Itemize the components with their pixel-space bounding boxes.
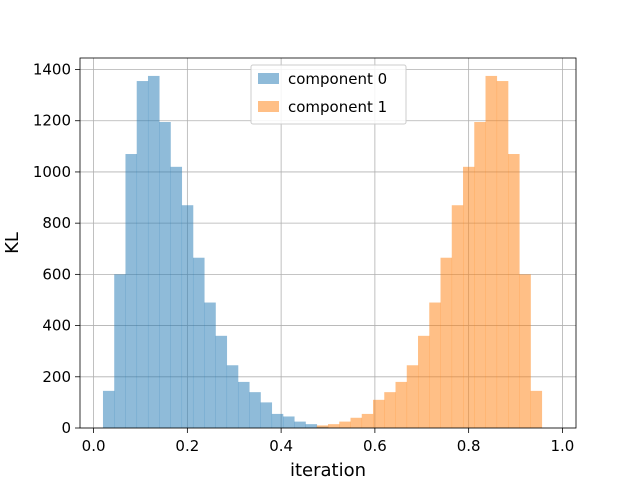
histogram-bar [418,335,430,428]
x-axis-label: iteration [290,460,366,480]
histogram-bar [249,392,261,428]
histogram-bar [530,390,543,428]
y-tick-label: 1200 [33,112,71,130]
axes-spines [79,57,577,429]
y-axis-label: KL [2,232,23,254]
axis-ticks: 0.0 0.2 0.4 0.6 0.8 1.0 0 200 400 600 800 1000 1200 1… [33,61,575,455]
histogram-bar [192,257,205,428]
histogram-bar [215,335,228,428]
x-tick-label: 1.0 [550,437,574,455]
histogram-bar [136,81,149,428]
y-tick-label: 400 [42,317,71,335]
histogram-bar [316,425,329,428]
histogram-bar [440,257,453,428]
histogram-bar [282,416,295,428]
histogram-bar [102,390,115,428]
legend-label-component-0: component 0 [288,70,387,88]
histogram-bar [429,302,441,428]
axes-frame [79,57,577,429]
histogram-bar [339,421,351,428]
histogram-bar [159,122,171,428]
y-tick-label: 600 [42,265,71,283]
histogram-bar [271,413,284,428]
histogram-bar [519,274,531,428]
x-tick-label: 0.4 [269,437,293,455]
histogram-bar [125,154,138,429]
series-component-1 [316,75,543,429]
y-tick-label: 0 [61,419,71,437]
histogram-bar [260,402,273,428]
histogram-bars [102,75,543,429]
histogram-bar [361,413,374,428]
legend-label-component-1: component 1 [288,98,387,116]
histogram-bar [204,302,216,428]
x-tick-label: 0.8 [457,437,481,455]
histogram-bar [114,274,126,428]
histogram-bar [463,166,475,428]
y-tick-label: 1000 [33,163,71,181]
x-tick-label: 0.6 [363,437,387,455]
histogram-bar [474,122,486,428]
y-tick-label: 1400 [33,61,71,79]
series-component-0 [102,75,329,429]
legend-swatch-component-0 [258,73,279,84]
histogram-bar [328,424,340,428]
histogram-bar [237,381,250,428]
histogram-bar [373,399,385,428]
x-tick-label: 0.2 [175,437,199,455]
histogram-bar [485,75,498,428]
histogram-bar [350,417,363,428]
histogram-bar [406,365,419,428]
histogram-bar [147,75,160,428]
x-tick-label: 0.0 [82,437,106,455]
histogram-bar [181,205,194,428]
legend-swatch-component-1 [258,101,279,112]
y-tick-label: 200 [42,368,71,386]
histogram-bar [451,205,464,428]
histogram-bar [170,166,183,428]
histogram-bar [508,154,520,429]
legend: component 0 component 1 [250,64,407,125]
histogram-bar [305,424,318,428]
histogram-bar [226,365,239,428]
histogram-bar [294,421,306,428]
legend-box [250,64,407,125]
histogram-bar [384,392,396,428]
histogram-bar [496,81,509,428]
histogram-bar [395,381,408,428]
y-tick-label: 800 [42,214,71,232]
